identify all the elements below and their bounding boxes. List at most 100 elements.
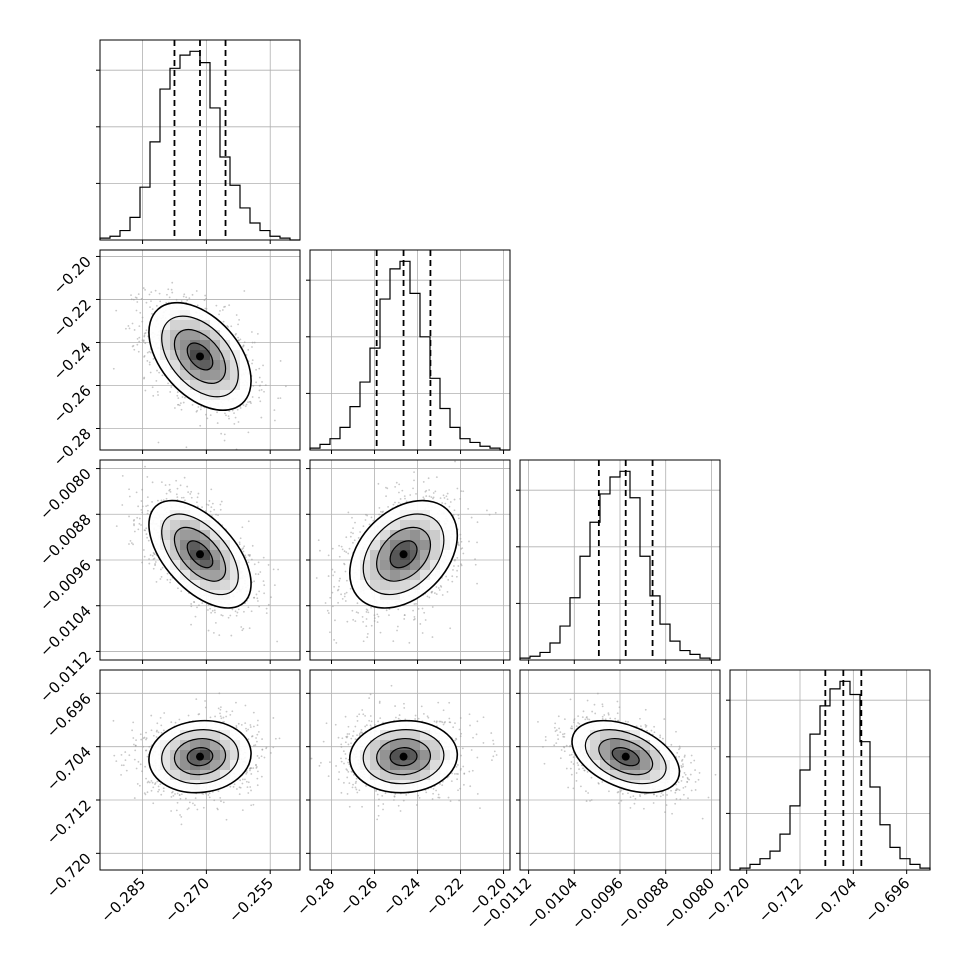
- scatter-point: [476, 541, 478, 544]
- scatter-point: [341, 548, 344, 551]
- density-cell: [190, 520, 200, 530]
- scatter-point: [162, 499, 165, 502]
- scatter-point: [162, 787, 165, 790]
- scatter-point: [234, 610, 237, 613]
- scatter-point: [456, 487, 459, 490]
- scatter-point: [433, 592, 436, 594]
- scatter-point: [149, 306, 151, 309]
- scatter-point: [349, 535, 352, 538]
- scatter-point: [145, 454, 147, 456]
- density-panel: [112, 692, 281, 826]
- scatter-point: [405, 500, 408, 503]
- density-pixels: [360, 510, 450, 600]
- density-cell: [430, 540, 440, 550]
- scatter-point: [177, 397, 180, 400]
- scatter-point: [130, 294, 132, 297]
- scatter-point: [378, 506, 381, 509]
- scatter-point: [245, 727, 247, 730]
- scatter-point: [251, 362, 253, 365]
- density-cell: [170, 520, 180, 530]
- contour-line: [362, 513, 445, 596]
- scatter-point: [396, 629, 398, 632]
- density-cell: [210, 380, 220, 390]
- scatter-point: [379, 631, 382, 634]
- scatter-point: [127, 325, 130, 327]
- scatter-point: [344, 600, 347, 602]
- scatter-point: [183, 476, 186, 479]
- scatter-point: [149, 554, 152, 557]
- scatter-point: [236, 611, 239, 614]
- scatter-point: [144, 342, 147, 345]
- scatter-point: [388, 614, 390, 617]
- density-cell: [170, 310, 180, 320]
- scatter-point: [146, 351, 149, 354]
- scatter-point: [219, 309, 221, 312]
- scatter-point: [187, 807, 190, 810]
- scatter-point: [470, 516, 473, 519]
- density-cell: [400, 570, 410, 580]
- scatter-point: [326, 609, 329, 612]
- density-cell: [180, 360, 190, 370]
- scatter-point: [365, 608, 368, 611]
- scatter-point: [213, 508, 216, 511]
- scatter-point: [141, 505, 144, 508]
- scatter-point: [301, 628, 303, 630]
- scatter-point: [243, 341, 246, 344]
- scatter-point: [140, 524, 142, 526]
- scatter-point: [395, 481, 398, 484]
- scatter-point: [213, 609, 216, 612]
- y-tick-label: −0.28: [50, 425, 95, 470]
- contour-line: [161, 513, 239, 596]
- scatter-point: [178, 404, 181, 407]
- scatter-point: [353, 539, 356, 542]
- scatter-point: [143, 355, 145, 358]
- scatter-point: [169, 581, 171, 584]
- scatter-point: [190, 623, 192, 626]
- scatter-point: [403, 495, 406, 498]
- density-cell: [160, 540, 170, 550]
- scatter-point: [218, 313, 220, 316]
- scatter-point: [142, 287, 145, 289]
- scatter-point: [265, 612, 268, 614]
- scatter-point: [239, 537, 242, 540]
- scatter-point: [197, 406, 200, 408]
- density-cell: [200, 370, 210, 380]
- scatter-point: [133, 524, 135, 527]
- scatter-point: [179, 402, 182, 405]
- scatter-point: [160, 575, 163, 578]
- density-panel: [301, 460, 497, 644]
- scatter-point: [273, 584, 276, 587]
- scatter-point: [130, 298, 133, 301]
- scatter-point: [144, 332, 147, 334]
- histogram-step: [730, 680, 931, 871]
- scatter-point: [452, 514, 455, 517]
- scatter-point: [160, 481, 163, 484]
- density-cell: [410, 510, 420, 520]
- density-cell: [380, 530, 390, 540]
- scatter-point: [199, 408, 202, 411]
- scatter-point: [459, 497, 462, 500]
- density-cell: [190, 370, 200, 380]
- scatter-point: [169, 491, 172, 493]
- scatter-point: [338, 579, 341, 582]
- density-cell: [430, 550, 440, 560]
- scatter-point: [141, 320, 144, 323]
- scatter-point: [220, 717, 223, 720]
- scatter-point: [196, 304, 199, 307]
- scatter-point: [196, 606, 198, 609]
- scatter-point: [218, 692, 221, 695]
- x-tick-label: −0.704: [808, 874, 860, 926]
- scatter-point: [136, 301, 139, 303]
- scatter-point: [133, 348, 136, 351]
- scatter-point: [249, 769, 251, 772]
- scatter-point: [425, 495, 428, 497]
- density-cell: [180, 570, 190, 580]
- scatter-point: [247, 606, 250, 609]
- scatter-point: [227, 616, 230, 619]
- scatter-point: [445, 575, 448, 578]
- scatter-point: [250, 804, 253, 807]
- scatter-point: [423, 498, 426, 500]
- scatter-point: [244, 405, 247, 408]
- scatter-point: [276, 640, 279, 643]
- density-cell: [420, 570, 430, 580]
